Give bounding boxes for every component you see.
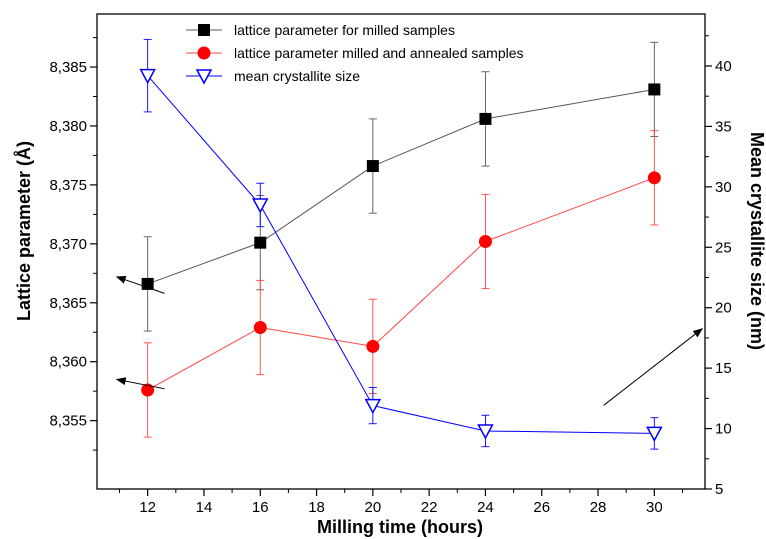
plot-series bbox=[139, 38, 663, 450]
annotation-arrow bbox=[115, 377, 165, 390]
series-0 bbox=[141, 41, 661, 332]
data-point bbox=[479, 112, 492, 125]
x-tick-label: 14 bbox=[196, 499, 213, 516]
y-left-tick-label: 8,370 bbox=[49, 236, 87, 253]
y-left-tick-label: 8,365 bbox=[49, 295, 87, 312]
x-tick-label: 24 bbox=[477, 499, 494, 516]
x-tick-label: 12 bbox=[139, 499, 156, 516]
legend-label: mean crystallite size bbox=[234, 68, 360, 84]
x-tick-label: 28 bbox=[590, 499, 607, 516]
data-point bbox=[646, 426, 663, 442]
data-point bbox=[366, 339, 380, 353]
y-left-tick-label: 8,380 bbox=[49, 118, 87, 135]
y-right-tick-label: 15 bbox=[715, 360, 732, 377]
x-tick-label: 22 bbox=[421, 499, 438, 516]
x-tick-label: 16 bbox=[252, 499, 269, 516]
legend-label: lattice parameter milled and annealed sa… bbox=[234, 45, 524, 61]
data-point bbox=[141, 383, 155, 397]
data-point bbox=[647, 171, 661, 185]
data-point bbox=[139, 68, 156, 85]
plot-frame bbox=[96, 13, 706, 490]
x-tick-label: 18 bbox=[308, 499, 325, 516]
data-point bbox=[477, 424, 494, 440]
data-point bbox=[364, 398, 382, 415]
y-right-tick-label: 10 bbox=[715, 421, 732, 438]
y-right-tick-label: 40 bbox=[715, 58, 732, 75]
legend: lattice parameter for milled samples latt… bbox=[186, 22, 524, 85]
axis-titles: Milling time (hours) Lattice parameter (… bbox=[14, 132, 766, 537]
y-left-tick-label: 8,385 bbox=[49, 59, 87, 76]
series-1 bbox=[141, 130, 661, 438]
x-tick-label: 26 bbox=[533, 499, 550, 516]
y-left-tick-label: 8,355 bbox=[49, 413, 87, 430]
y-left-tick-label: 8,360 bbox=[49, 354, 87, 371]
data-point bbox=[366, 160, 379, 173]
annotation-arrow bbox=[115, 275, 165, 294]
series-2 bbox=[139, 38, 663, 450]
legend-label: lattice parameter for milled samples bbox=[234, 22, 455, 38]
y-axis-left-title: Lattice parameter (Å) bbox=[14, 141, 34, 321]
series-line bbox=[147, 177, 655, 391]
x-axis-title: Milling time (hours) bbox=[317, 517, 483, 537]
data-point bbox=[648, 83, 661, 96]
legend-marker bbox=[197, 46, 211, 60]
y-right-tick-label: 25 bbox=[715, 239, 732, 256]
axes-frame: 12 14 16 18 20 22 24 26 28 30 8,355 8,360 8,365 8,370… bbox=[49, 13, 732, 516]
legend-marker bbox=[195, 69, 213, 85]
data-point bbox=[252, 198, 269, 214]
annotation-arrow bbox=[603, 328, 703, 406]
y-right-tick-label: 35 bbox=[715, 118, 732, 135]
data-point bbox=[254, 236, 267, 249]
x-tick-label: 20 bbox=[365, 499, 382, 516]
annotations bbox=[115, 275, 703, 406]
x-tick-label: 30 bbox=[646, 499, 663, 516]
y-right-tick-label: 20 bbox=[715, 300, 732, 317]
legend-marker bbox=[198, 24, 210, 36]
data-point bbox=[253, 321, 267, 335]
data-point bbox=[141, 277, 154, 290]
y-axis-right-title: Mean crystallite size (nm) bbox=[747, 132, 766, 350]
y-right-tick-label: 5 bbox=[715, 481, 723, 498]
y-right-tick-label: 30 bbox=[715, 179, 732, 196]
series-line bbox=[147, 75, 655, 434]
data-point bbox=[478, 234, 492, 248]
series-line bbox=[147, 88, 655, 285]
y-left-tick-label: 8,375 bbox=[49, 177, 87, 194]
